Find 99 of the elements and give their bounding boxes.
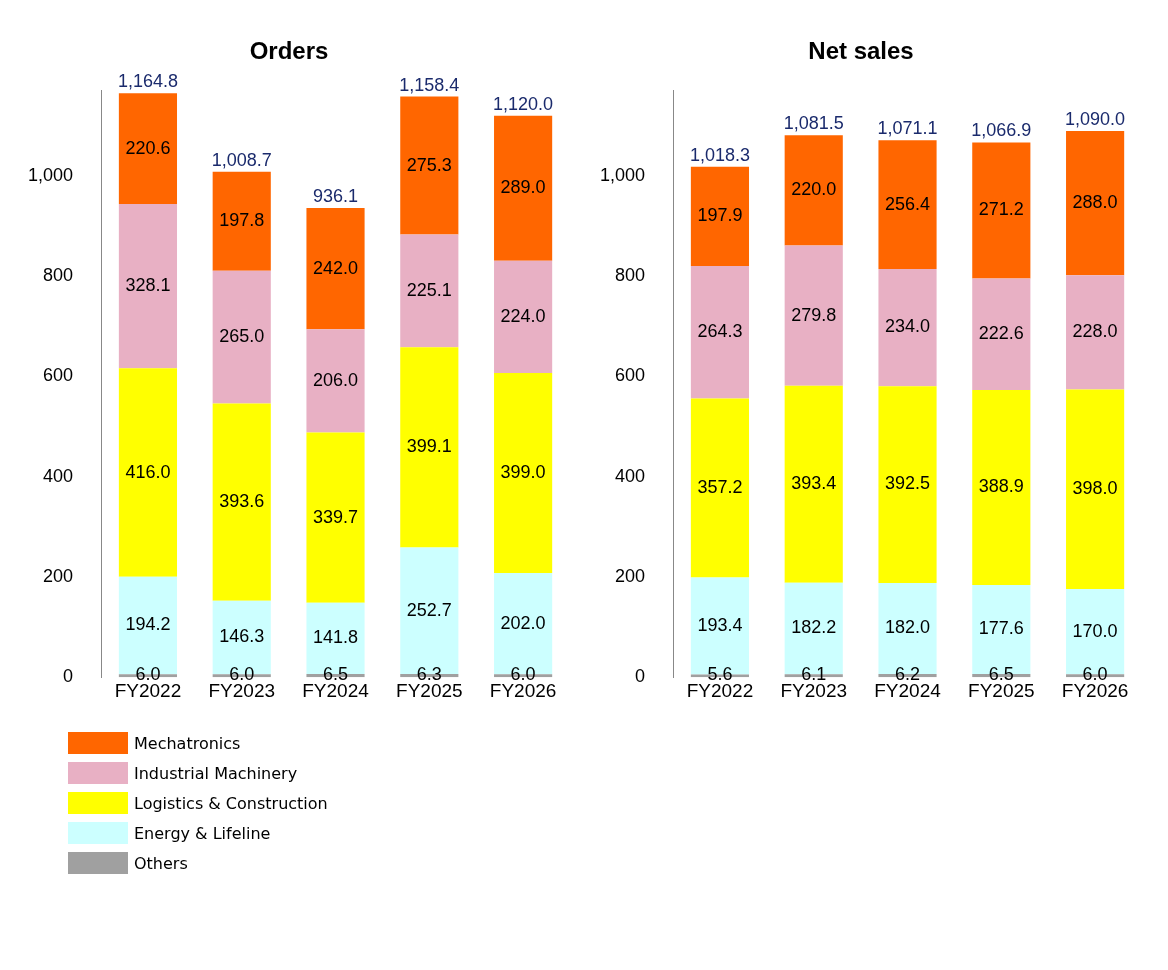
data-label: 271.2 (978, 199, 1024, 220)
bar (690, 166, 750, 266)
bar (784, 135, 843, 246)
total-label: 1,081.5 (783, 113, 844, 134)
data-label: 289.0 (500, 177, 546, 198)
y-tick-label: 800 (43, 265, 74, 286)
bar (400, 347, 459, 548)
data-label: 256.4 (885, 193, 931, 214)
data-label: 339.7 (313, 506, 359, 527)
data-label: 220.6 (125, 137, 171, 158)
bar (1066, 130, 1125, 276)
chart-title: Net sales (808, 37, 914, 65)
data-label: 264.3 (697, 321, 743, 342)
legend-label: Logistics & Construction (134, 792, 328, 815)
bar (878, 268, 937, 387)
bar (118, 93, 178, 204)
data-label: 228.0 (1072, 321, 1118, 342)
bar (784, 385, 843, 583)
data-label: 193.4 (697, 614, 743, 635)
bar (1066, 275, 1125, 390)
total-label: 936.1 (313, 186, 359, 207)
bar (118, 203, 178, 369)
y-tick-label: 800 (615, 265, 646, 286)
data-label: 252.7 (406, 599, 452, 620)
total-label: 1,164.8 (117, 71, 178, 92)
total-label: 1,066.9 (971, 120, 1032, 141)
data-label: 146.3 (219, 626, 265, 647)
bar (400, 234, 459, 348)
data-label: 392.5 (885, 473, 931, 494)
bar (212, 171, 271, 271)
bar (118, 368, 178, 577)
bar (494, 115, 553, 261)
total-label: 1,018.3 (689, 144, 750, 165)
y-tick-label: 600 (615, 365, 646, 386)
total-label: 1,090.0 (1065, 108, 1126, 129)
data-label: 170.0 (1072, 620, 1118, 641)
data-label: 265.0 (219, 326, 265, 347)
data-label: 197.9 (697, 205, 743, 226)
data-label: 222.6 (978, 323, 1024, 344)
data-label: 279.8 (791, 304, 837, 325)
data-label: 393.6 (219, 491, 265, 512)
bar (878, 386, 937, 583)
data-label: 416.0 (125, 461, 171, 482)
y-tick-label: 200 (615, 565, 646, 586)
data-label: 182.2 (791, 617, 837, 638)
chart-title: Orders (249, 37, 329, 65)
bar (494, 372, 553, 573)
total-label: 1,158.4 (399, 74, 460, 95)
data-label: 177.6 (978, 618, 1024, 639)
data-label: 393.4 (791, 473, 837, 494)
bar (212, 270, 271, 404)
y-tick-label: 200 (43, 565, 74, 586)
bar (212, 403, 271, 601)
data-label: 328.1 (125, 275, 171, 296)
legend-label: Energy & Lifeline (134, 822, 271, 845)
bar (878, 140, 937, 269)
data-label: 288.0 (1072, 192, 1118, 213)
data-label: 357.2 (697, 476, 743, 497)
bar (784, 245, 843, 386)
y-tick-label: 0 (635, 666, 646, 687)
total-label: 1,120.0 (493, 93, 554, 114)
data-label: 197.8 (219, 210, 265, 231)
data-label: 202.0 (500, 612, 546, 633)
legend-label: Industrial Machinery (134, 762, 298, 785)
data-label: 194.2 (125, 614, 171, 635)
data-label: 399.1 (406, 436, 452, 457)
y-tick-label: 0 (63, 666, 74, 687)
data-label: 225.1 (406, 279, 452, 300)
bar (306, 208, 365, 330)
data-label: 182.0 (885, 617, 931, 638)
data-label: 275.3 (406, 154, 452, 175)
bar (690, 398, 750, 578)
data-label: 206.0 (313, 369, 359, 390)
legend-label: Others (134, 852, 188, 875)
y-tick-label: 1,000 (600, 164, 646, 185)
y-tick-label: 400 (615, 465, 646, 486)
bar (494, 260, 553, 373)
data-label: 388.9 (978, 476, 1024, 497)
legend-label: Mechatronics (134, 732, 241, 755)
bar (972, 278, 1031, 391)
bar (306, 329, 365, 433)
bar (972, 142, 1031, 279)
data-label: 234.0 (885, 316, 931, 337)
bar (690, 265, 750, 399)
data-label: 224.0 (500, 305, 546, 326)
data-label: 220.0 (791, 179, 837, 200)
bar (972, 390, 1031, 585)
data-label: 242.0 (313, 257, 359, 278)
data-label: 398.0 (1072, 478, 1118, 499)
y-tick-label: 1,000 (28, 164, 74, 185)
data-label: 141.8 (313, 627, 359, 648)
total-label: 1,008.7 (211, 149, 272, 170)
y-tick-label: 600 (43, 365, 74, 386)
y-tick-label: 400 (43, 465, 74, 486)
data-label: 399.0 (500, 461, 546, 482)
total-label: 1,071.1 (877, 118, 938, 139)
bar (1066, 389, 1125, 589)
bar (306, 432, 365, 603)
bar (400, 96, 459, 235)
